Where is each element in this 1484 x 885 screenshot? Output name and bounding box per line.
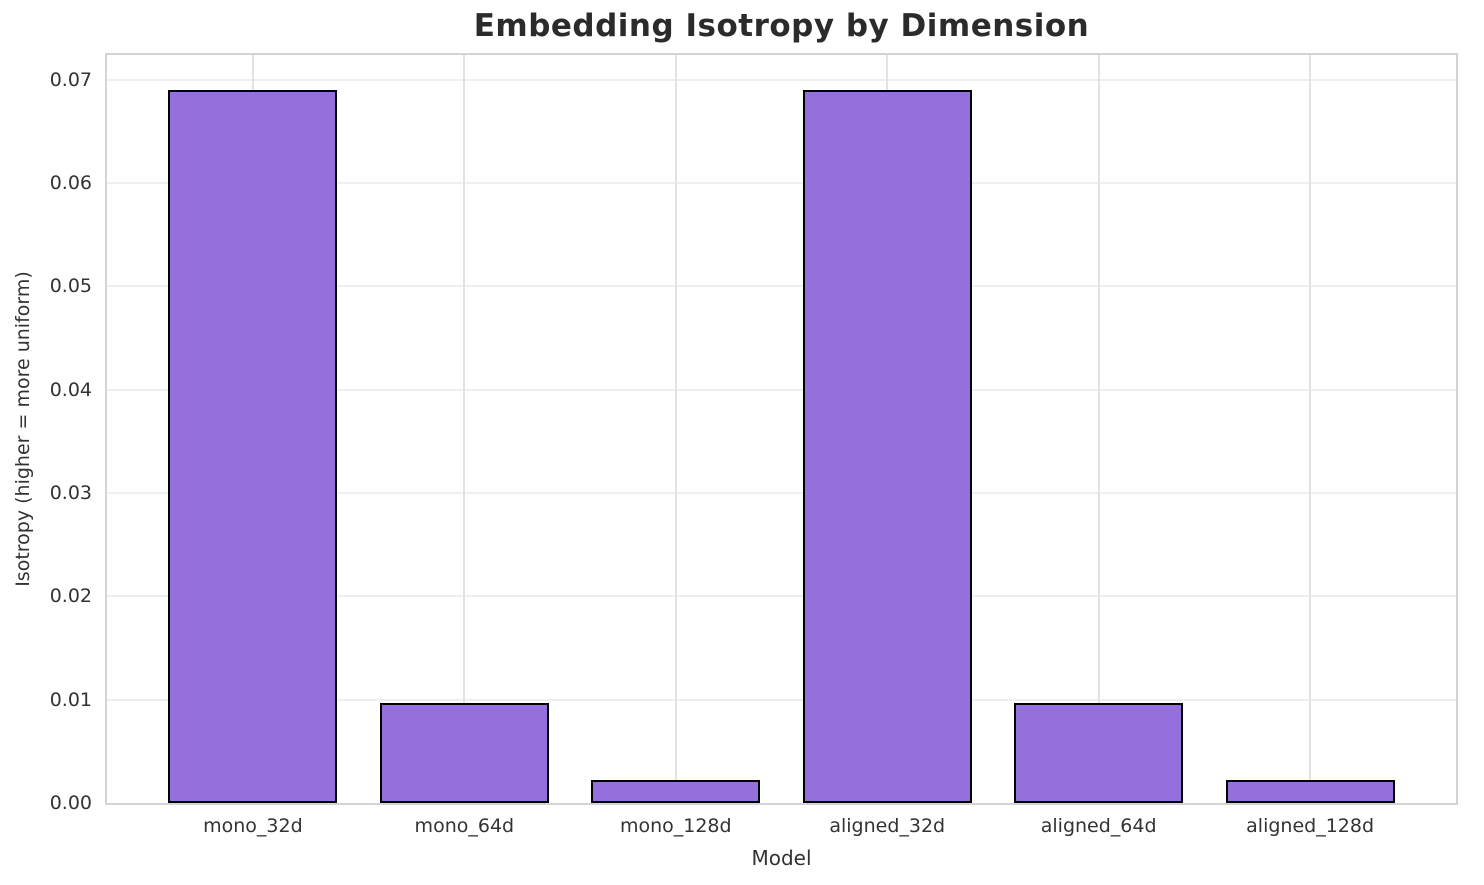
x-tick-label-mono_128d: mono_128d — [619, 815, 732, 837]
y-axis-label: Isotropy (higher = more uniform) — [12, 271, 34, 587]
x-axis-label: Model — [751, 846, 812, 870]
bar-aligned_64d — [1014, 702, 1184, 803]
v-gridline — [674, 55, 677, 803]
y-tick-label: 0.07 — [49, 68, 92, 91]
v-gridline — [463, 55, 466, 803]
chart-title: Embedding Isotropy by Dimension — [473, 8, 1090, 44]
h-gridline — [107, 285, 1456, 288]
y-tick-label: 0.01 — [49, 688, 92, 711]
y-tick-label: 0.00 — [49, 792, 92, 814]
y-tick-label: 0.04 — [49, 378, 92, 401]
y-tick-label: 0.02 — [49, 585, 92, 608]
v-gridline — [1309, 55, 1312, 803]
x-tick-label-mono_32d: mono_32d — [203, 815, 303, 837]
y-tick-label: 0.03 — [49, 482, 92, 505]
h-gridline — [107, 182, 1456, 185]
v-gridline — [1097, 55, 1100, 803]
y-tick-label: 0.05 — [49, 275, 92, 298]
h-gridline — [107, 388, 1456, 391]
y-tick-label: 0.06 — [49, 172, 92, 195]
x-tick-label-aligned_128d: aligned_128d — [1246, 815, 1375, 837]
x-tick-label-aligned_32d: aligned_32d — [829, 815, 946, 837]
x-tick-label-mono_64d: mono_64d — [414, 815, 515, 837]
h-gridline — [107, 78, 1456, 81]
bar-mono_128d — [591, 780, 761, 803]
h-gridline — [107, 698, 1456, 701]
h-gridline — [107, 595, 1456, 598]
h-gridline — [107, 492, 1456, 495]
bar-aligned_128d — [1225, 780, 1395, 803]
x-tick-label-aligned_64d: aligned_64d — [1040, 815, 1157, 837]
bar-aligned_32d — [802, 90, 972, 803]
plot-area — [105, 53, 1458, 805]
bar-mono_32d — [168, 90, 338, 803]
bar-mono_64d — [379, 702, 549, 803]
